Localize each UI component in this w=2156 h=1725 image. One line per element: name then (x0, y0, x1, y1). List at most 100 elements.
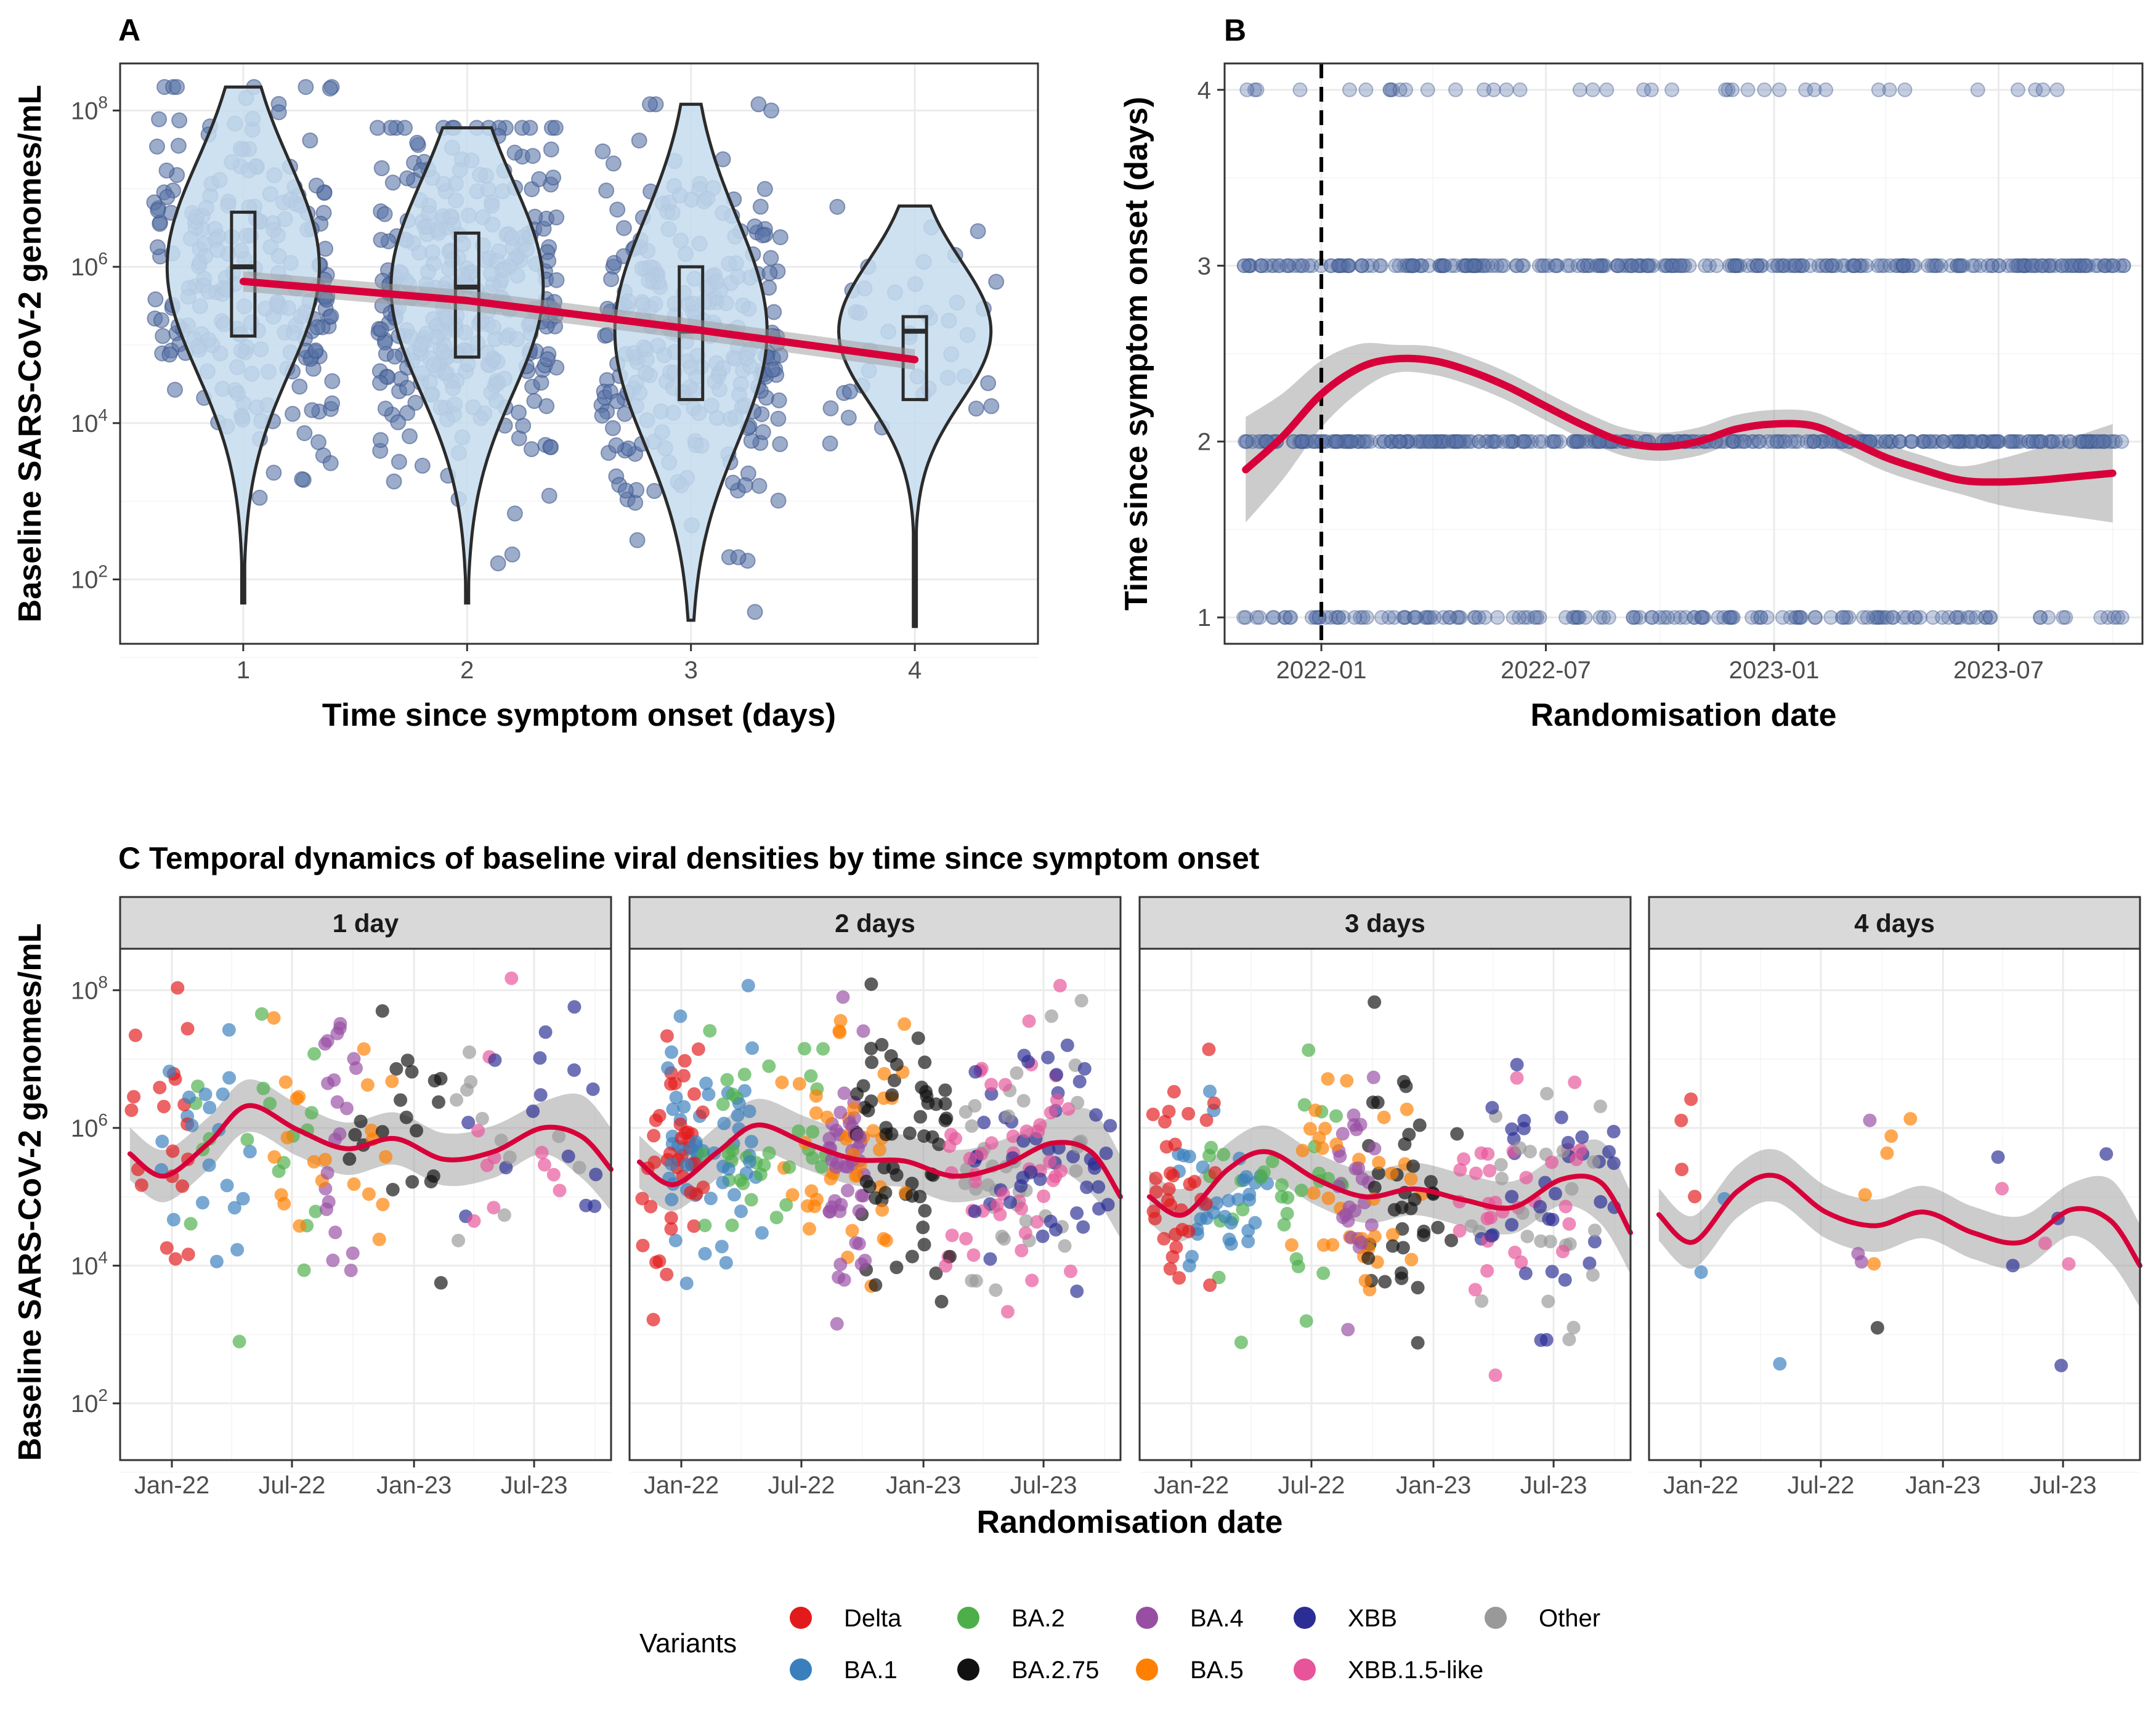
panel-c-x-tick-label: Jul-22 (1787, 1472, 1854, 1499)
panel-c-point (1149, 1171, 1163, 1185)
panel-c-point (1044, 1106, 1058, 1119)
panel-b-point (1969, 610, 1984, 625)
panel-c-point (1863, 1113, 1877, 1127)
panel-a-point (270, 104, 287, 121)
panel-b-point (1677, 258, 1692, 274)
panel-b-point (1769, 258, 1785, 274)
panel-b-point (1329, 434, 1343, 449)
panel-c-point (918, 1055, 932, 1070)
panel-b-point (1642, 258, 1658, 274)
panel-b-point (1472, 434, 1486, 449)
panel-a-violin (165, 85, 321, 605)
panel-b-point (1527, 610, 1542, 625)
panel-c-point (1368, 1180, 1382, 1195)
panel-a-point (526, 392, 543, 409)
panel-b-point (1975, 434, 1990, 449)
panel-c-point (1168, 1137, 1182, 1151)
panel-b-point (1416, 434, 1431, 449)
panel-c-point (636, 1238, 650, 1252)
panel-c-point (1540, 1087, 1554, 1101)
panel-c-point (1385, 1239, 1400, 1253)
panel-c-point (1464, 1219, 1478, 1233)
panel-c-point (389, 1062, 403, 1076)
panel-a-point (609, 393, 625, 410)
panel-c-point (1333, 1149, 1347, 1163)
legend-label: BA.1 (844, 1657, 898, 1684)
panel-b-point (1558, 610, 1573, 625)
panel-c-point (1368, 1142, 1382, 1156)
legend-item: XBB.1.5-like (1294, 1657, 1483, 1684)
panel-b-point (1354, 258, 1369, 274)
panel-b-point (1593, 258, 1608, 274)
panel-a-point (384, 174, 401, 191)
panel-tag-a: A (118, 13, 140, 47)
panel-a-point (764, 362, 780, 378)
panel-a-x-axis-title: Time since symptom onset (days) (322, 697, 836, 733)
panel-c-point (1404, 1172, 1418, 1186)
panel-b-point (2080, 434, 2095, 449)
panel-b-point (1414, 258, 1430, 274)
panel-c-y-tick-label-exponent: 2 (98, 1386, 108, 1405)
panel-a-point (756, 181, 773, 197)
panel-c-point (1289, 1252, 1303, 1266)
panel-b-point (1984, 434, 2000, 449)
panel-c-point (357, 1042, 371, 1056)
panel-b-point (1339, 434, 1354, 449)
panel-b-point (1265, 610, 1281, 625)
panel-b-point (1437, 434, 1453, 449)
panel-c-point (1450, 1127, 1464, 1141)
panel-b-point (1960, 610, 1976, 625)
panel-b-point (2029, 434, 2045, 449)
panel-a-point (506, 144, 523, 161)
panel-c-point (696, 1180, 710, 1195)
panel-b-point (1373, 258, 1388, 274)
panel-c-x-tick-label: Jan-23 (376, 1472, 452, 1499)
panel-b-point (1287, 258, 1302, 274)
panel-a-point (402, 428, 418, 445)
panel-b-point (1838, 258, 1853, 274)
panel-b-point (2093, 610, 2109, 625)
panel-c-point (346, 1246, 360, 1260)
panel-b-point (1990, 434, 2006, 449)
panel-a-point (515, 418, 532, 434)
panel-a-point (373, 160, 390, 176)
panel-b-point (2097, 434, 2112, 449)
panel-b-point (2072, 258, 2088, 274)
panel-b-x-tick-label: 2022-07 (1501, 657, 1591, 684)
panel-a-point (608, 437, 625, 453)
panel-b-point (1730, 434, 1745, 449)
panel-b-point (1664, 258, 1679, 274)
panel-b-point (1892, 434, 1907, 449)
panel-c-point (914, 1110, 928, 1124)
panel-b-point (1678, 610, 1693, 625)
panel-b-point (1328, 434, 1343, 449)
panel-b-point (1968, 258, 1982, 274)
panel-b-point (1585, 82, 1600, 97)
panel-c-point (1453, 1224, 1467, 1238)
panel-c-point (375, 1004, 389, 1018)
panel-c-point (1588, 1224, 1602, 1238)
panel-c-point (1280, 1206, 1294, 1220)
panel-b-point (1501, 434, 1516, 449)
panel-c-point (847, 1102, 861, 1116)
panel-b-point (2114, 610, 2130, 625)
panel-b-point (1737, 434, 1752, 449)
panel-c-point (1248, 1216, 1262, 1230)
panel-c-point (698, 1219, 712, 1233)
panel-b-y-axis-title: Time since symptom onset (days) (1119, 97, 1154, 611)
panel-b-point (1879, 610, 1895, 625)
panel-b-point (1974, 434, 1989, 449)
panel-a-point (642, 96, 658, 113)
panel-b-point (1238, 610, 1254, 625)
panel-b-point (1254, 434, 1269, 449)
panel-b-point (1392, 82, 1408, 97)
panel-a-point (324, 373, 341, 389)
panel-b-point (1412, 434, 1428, 449)
panel-b-point (1409, 610, 1424, 625)
panel-c-x-axis-title: Randomisation date (977, 1504, 1283, 1540)
panel-b-confidence-band (1246, 343, 2113, 522)
panel-c-point (1607, 1124, 1621, 1138)
panel-a-point (147, 291, 164, 307)
legend-label: XBB.1.5-like (1348, 1657, 1483, 1684)
panel-b-point (1451, 610, 1466, 625)
